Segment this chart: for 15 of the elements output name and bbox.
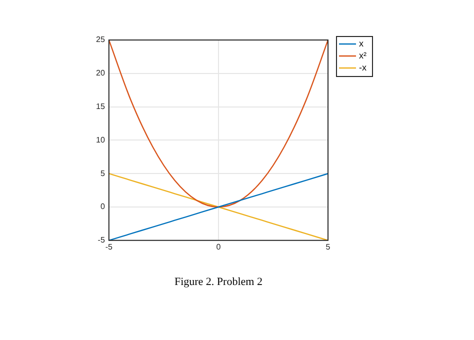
y-tick-label: 25 [96, 35, 106, 44]
caption: Figure 2. Problem 2 [174, 276, 262, 288]
legend-label: x² [359, 50, 366, 60]
y-tick-label: 5 [100, 168, 106, 178]
y-tick-label: 20 [96, 68, 106, 78]
legend-label: -x [359, 62, 367, 72]
y-tick-label: 15 [96, 102, 106, 112]
x-tick-label: 0 [216, 242, 222, 252]
x-tick-label: 5 [326, 242, 331, 252]
line-series [108, 173, 328, 240]
line-series [108, 40, 328, 208]
y-tick-label: 10 [96, 135, 106, 144]
y-tick-label: -5 [98, 236, 106, 245]
y-tick-label: 0 [100, 202, 106, 212]
legend-label: x [359, 38, 364, 48]
